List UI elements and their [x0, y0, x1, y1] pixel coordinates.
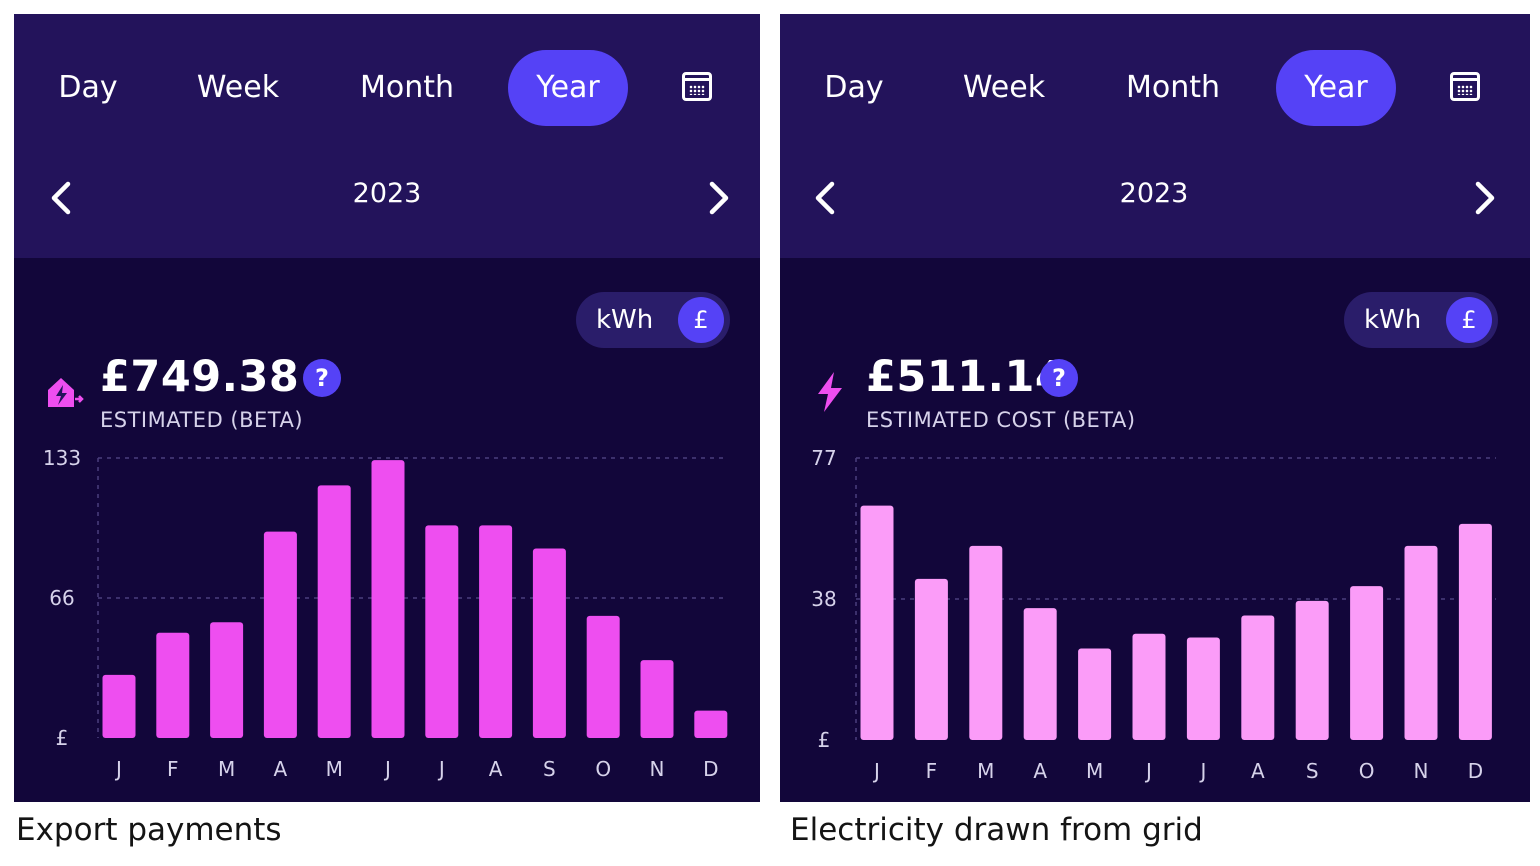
bar-0[interactable]: [860, 505, 894, 740]
bar-5[interactable]: [371, 460, 405, 738]
unit-kwh-option[interactable]: kWh: [596, 305, 654, 335]
unit-toggle[interactable]: kWh £: [1344, 292, 1498, 348]
tab-week[interactable]: Week: [196, 70, 280, 105]
tab-day[interactable]: Day: [58, 70, 118, 105]
bar-8[interactable]: [532, 548, 566, 738]
x-tick-label: D: [1468, 759, 1483, 783]
period-label: 2023: [1119, 178, 1189, 209]
x-tick-label: J: [383, 757, 391, 781]
grid-electricity-panel: Day Week Month Year 2023 kWh £ £511.14 ?…: [780, 14, 1530, 802]
bar-6[interactable]: [1186, 637, 1220, 740]
x-tick-label: J: [437, 757, 445, 781]
caption-export-payments: Export payments: [16, 812, 282, 848]
lightning-icon: [818, 372, 842, 412]
unit-gbp-option[interactable]: £: [1446, 297, 1492, 343]
unit-gbp-option[interactable]: £: [678, 297, 724, 343]
export-payments-panel: Day Week Month Year 2023 kWh £ £749.38 ?…: [14, 14, 760, 802]
bar-3[interactable]: [263, 531, 297, 738]
help-button[interactable]: ?: [303, 359, 341, 397]
x-tick-label: O: [1359, 759, 1375, 783]
y-tick-label: £: [56, 726, 69, 750]
x-tick-label: M: [326, 757, 343, 781]
caption-electricity-from-grid: Electricity drawn from grid: [790, 812, 1203, 848]
x-tick-label: N: [650, 757, 665, 781]
bar-1[interactable]: [914, 578, 948, 740]
bar-9[interactable]: [1350, 586, 1384, 740]
period-header: [14, 14, 760, 258]
tab-week[interactable]: Week: [962, 70, 1046, 105]
bar-7[interactable]: [479, 525, 513, 738]
bar-2[interactable]: [969, 545, 1003, 740]
unit-kwh-option[interactable]: kWh: [1364, 305, 1422, 335]
tab-month[interactable]: Month: [1125, 70, 1221, 105]
bar-9[interactable]: [586, 615, 620, 738]
house-export-icon: [48, 378, 84, 407]
x-tick-label: A: [1251, 759, 1265, 783]
period-label: 2023: [352, 178, 422, 209]
bar-11[interactable]: [694, 710, 728, 738]
x-tick-label: J: [872, 759, 880, 783]
bar-2[interactable]: [210, 622, 244, 738]
x-tick-label: D: [703, 757, 718, 781]
y-tick-label: £: [818, 728, 831, 752]
grid-bar-chart: 77 38 £ J F M A M J J A S O N D: [811, 446, 1496, 783]
y-tick-label: 77: [811, 446, 836, 470]
tab-day[interactable]: Day: [824, 70, 884, 105]
amount-subtitle: ESTIMATED (BETA): [100, 408, 304, 432]
chevron-right-icon[interactable]: [698, 178, 738, 218]
period-header: [780, 14, 1530, 258]
bar-8[interactable]: [1295, 600, 1329, 740]
bar-10[interactable]: [1404, 545, 1438, 740]
y-tick-label: 133: [43, 446, 81, 470]
chevron-right-icon[interactable]: [1464, 178, 1504, 218]
tab-month[interactable]: Month: [359, 70, 455, 105]
x-tick-label: J: [1144, 759, 1152, 783]
amount-value: £511.14: [866, 352, 1066, 402]
x-tick-label: M: [218, 757, 235, 781]
bar-0[interactable]: [102, 674, 136, 738]
x-tick-label: M: [1086, 759, 1103, 783]
export-bar-chart: 133 66 £ J F M A M J J A S O N D: [43, 446, 728, 781]
amount-subtitle: ESTIMATED COST (BETA): [866, 408, 1136, 432]
x-tick-label: A: [274, 757, 288, 781]
y-tick-label: 66: [49, 586, 74, 610]
unit-toggle[interactable]: kWh £: [576, 292, 730, 348]
x-tick-label: J: [1198, 759, 1206, 783]
x-tick-label: F: [167, 757, 179, 781]
x-tick-label: N: [1414, 759, 1429, 783]
chevron-left-icon[interactable]: [806, 178, 846, 218]
x-tick-label: M: [977, 759, 994, 783]
bar-6[interactable]: [425, 525, 459, 738]
x-tick-label: A: [1033, 759, 1047, 783]
tab-year[interactable]: Year: [508, 50, 628, 126]
calendar-icon[interactable]: [1450, 72, 1480, 101]
bar-10[interactable]: [640, 660, 674, 738]
calendar-icon[interactable]: [682, 72, 712, 101]
x-tick-label: J: [114, 757, 122, 781]
bar-5[interactable]: [1132, 633, 1166, 740]
help-button[interactable]: ?: [1040, 359, 1078, 397]
x-tick-label: O: [595, 757, 611, 781]
x-tick-label: S: [1306, 759, 1319, 783]
bar-1[interactable]: [156, 632, 190, 738]
bar-11[interactable]: [1458, 523, 1492, 740]
x-tick-label: A: [489, 757, 503, 781]
bar-4[interactable]: [317, 485, 351, 738]
bar-4[interactable]: [1078, 648, 1112, 740]
x-tick-label: S: [543, 757, 556, 781]
chevron-left-icon[interactable]: [42, 178, 82, 218]
x-tick-label: F: [926, 759, 938, 783]
bar-7[interactable]: [1241, 615, 1275, 740]
tab-year[interactable]: Year: [1276, 50, 1396, 126]
bar-3[interactable]: [1023, 608, 1057, 740]
y-tick-label: 38: [811, 587, 836, 611]
amount-value: £749.38: [100, 352, 300, 402]
